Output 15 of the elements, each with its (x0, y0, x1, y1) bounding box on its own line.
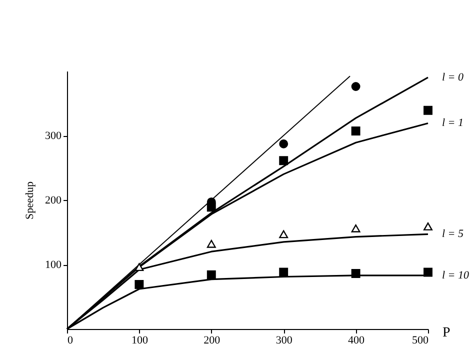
y-axis-title: Speedup (24, 181, 36, 220)
x-axis-title: P (442, 326, 450, 340)
x-tick-label: 0 (68, 334, 74, 346)
x-tick-label: 200 (204, 334, 221, 346)
series-label: l = 0 (442, 71, 464, 84)
y-tick-label: 200 (45, 194, 62, 206)
x-tick-label: 400 (348, 334, 366, 346)
y-tick-label: 100 (45, 259, 62, 271)
y-tick-label: 300 (45, 130, 62, 142)
series-label: l = 1 (442, 117, 464, 130)
series-label: l = 5 (442, 228, 464, 240)
x-tick-label: 100 (131, 334, 148, 346)
x-tick-label: 500 (412, 334, 429, 346)
x-tick-label: 300 (276, 334, 293, 346)
series-label: l = 10 (442, 269, 470, 282)
